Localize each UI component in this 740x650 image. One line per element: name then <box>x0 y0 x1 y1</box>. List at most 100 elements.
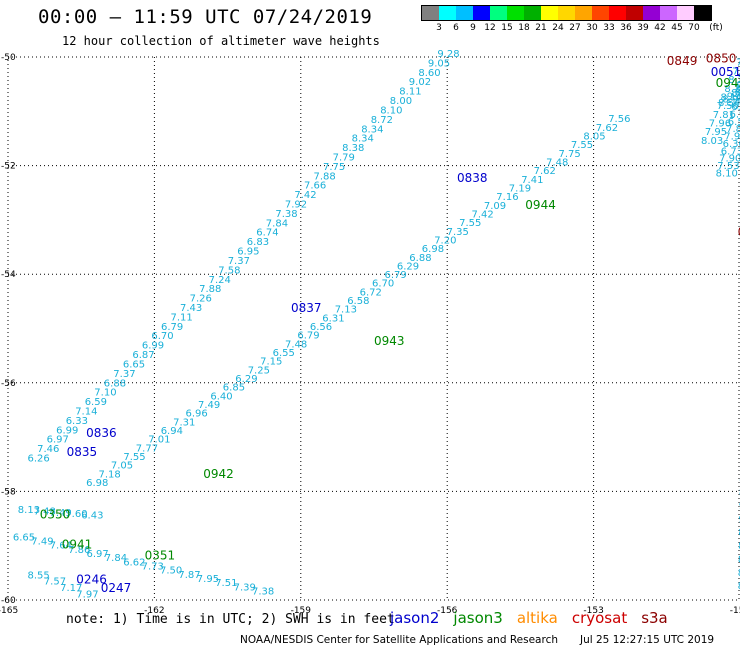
swh-value: 7.75 <box>559 149 581 160</box>
y-tick-label: -52 <box>1 162 16 172</box>
swh-value: 6.79 <box>161 322 183 333</box>
legend-swatch <box>473 6 490 20</box>
swh-value: 7.38 <box>275 209 297 220</box>
swh-value: 8.60 <box>418 68 440 79</box>
swh-value: 8.33 <box>724 84 740 95</box>
swh-value: 6.43 <box>81 511 103 522</box>
pass-time-label: 0850 <box>706 51 737 65</box>
swh-value: 6.56 <box>310 322 332 333</box>
legend-color-bar <box>421 5 712 21</box>
swh-value: 7.97 <box>76 589 98 600</box>
swh-value: 7.87 <box>178 570 200 581</box>
legend-swatch <box>694 6 711 20</box>
legend-label: 21 <box>535 23 547 33</box>
swh-value: 8.25 <box>738 581 740 592</box>
swh-value: 8.11 <box>399 87 421 98</box>
swh-value: 8.57 <box>739 488 740 499</box>
mission-altika: altika <box>516 609 558 627</box>
legend-swatch <box>643 6 660 20</box>
swh-value: 7.31 <box>173 417 195 428</box>
swh-value: 7.49 <box>31 536 53 547</box>
pass-time-label: 0851 <box>738 225 740 239</box>
x-tick-label: -159 <box>291 606 312 616</box>
swh-value: 7.92 <box>285 200 307 211</box>
swh-value: 9.27 <box>739 514 740 525</box>
swh-value: 8.46 <box>736 85 740 96</box>
swh-value: 6.98 <box>86 478 108 489</box>
swh-value: 6.26 <box>28 454 50 465</box>
swh-value: 7.96 <box>709 119 731 130</box>
swh-value: 8.55 <box>28 570 50 581</box>
swh-value: 7.10 <box>94 388 116 399</box>
swh-value: 8.54 <box>718 98 740 109</box>
swh-value: 7.83 <box>726 124 740 135</box>
swh-value: 7.46 <box>37 444 59 455</box>
pass-time-label: 0849 <box>667 54 698 68</box>
legend-swatch <box>677 6 694 20</box>
swh-value: 6.40 <box>210 391 232 402</box>
x-tick-label: -156 <box>437 606 458 616</box>
legend-swatch <box>541 6 558 20</box>
swh-value: 6.30 <box>723 139 740 150</box>
swh-value: 7.90 <box>719 154 740 165</box>
swh-value: 6.31 <box>322 313 344 324</box>
pass-time-label: 0837 <box>291 301 322 315</box>
legend-label: 9 <box>470 23 476 33</box>
swh-value: 6.90 <box>730 110 740 121</box>
swh-value: 6.72 <box>360 287 382 298</box>
pass-time-label: 0350 <box>40 508 71 522</box>
legend-label: 12 <box>484 23 496 33</box>
legend-label: 3 <box>436 23 442 33</box>
swh-value: 7.42 <box>294 190 316 201</box>
swh-value: 6.85 <box>223 383 245 394</box>
credit-line: NOAA/NESDIS Center for Satellite Applica… <box>240 634 558 646</box>
swh-value: 9.36 <box>727 91 740 102</box>
swh-value: 8.10 <box>380 105 402 116</box>
swh-value: 6.65 <box>13 532 35 543</box>
swh-value: 7.96 <box>724 132 740 143</box>
swh-value: 7.58 <box>218 265 240 276</box>
swh-value: 6.95 <box>237 247 259 258</box>
pass-time-label: 0835 <box>67 445 98 459</box>
y-tick-label: -60 <box>1 596 16 606</box>
legend-labels: 3 6 9 12 15 18 21 24 27 30 33 36 39 42 45 70 (ft) <box>421 23 723 35</box>
swh-value: 6.88 <box>409 253 431 264</box>
swh-value: 7.77 <box>738 73 740 84</box>
legend-label: 42 <box>654 23 666 33</box>
pass-time-label: 0351 <box>145 548 176 562</box>
swh-value: 7.88 <box>314 171 336 182</box>
legend-label: 18 <box>518 23 530 33</box>
swh-value: 8.34 <box>361 124 383 135</box>
mission-jason2: jason2 <box>390 609 440 627</box>
map-frame <box>7 56 740 601</box>
swh-value: 7.55 <box>571 140 593 151</box>
swh-value: 8.13 <box>18 505 40 516</box>
footnote: note: 1) Time is in UTC; 2) SWH is in fe… <box>66 612 395 627</box>
swh-value: 7.84 <box>266 218 288 229</box>
x-tick-label: -162 <box>144 606 164 616</box>
swh-value: 7.43 <box>180 303 202 314</box>
swh-value: 7.35 <box>447 227 469 238</box>
swh-value: 6.79 <box>385 270 407 281</box>
legend-label: 6 <box>453 23 459 33</box>
pass-time-label: 0836 <box>86 426 117 440</box>
swh-value: 6.88 <box>104 378 126 389</box>
pass-time-label: 0944 <box>525 198 556 212</box>
swh-value: 7.48 <box>546 158 568 169</box>
swh-value: 9.02 <box>409 77 431 88</box>
legend-swatch <box>558 6 575 20</box>
y-tick-label: -56 <box>1 379 16 389</box>
swh-value: 7.38 <box>252 587 274 598</box>
swh-value: 7.09 <box>484 201 506 212</box>
swh-value: 7.95 <box>197 574 219 585</box>
swh-value: 7.64 <box>733 95 740 106</box>
swh-value: 7.11 <box>171 312 193 323</box>
swh-value: 8.34 <box>352 134 374 145</box>
swh-value: 7.51 <box>215 578 237 589</box>
swh-value: 6.98 <box>422 244 444 255</box>
swh-value: 7.49 <box>198 400 220 411</box>
swh-value: 7.39 <box>234 582 256 593</box>
swh-value: 6.62 <box>123 557 145 568</box>
swh-value: 6.96 <box>186 409 208 420</box>
swh-value: 7.81 <box>732 66 740 77</box>
